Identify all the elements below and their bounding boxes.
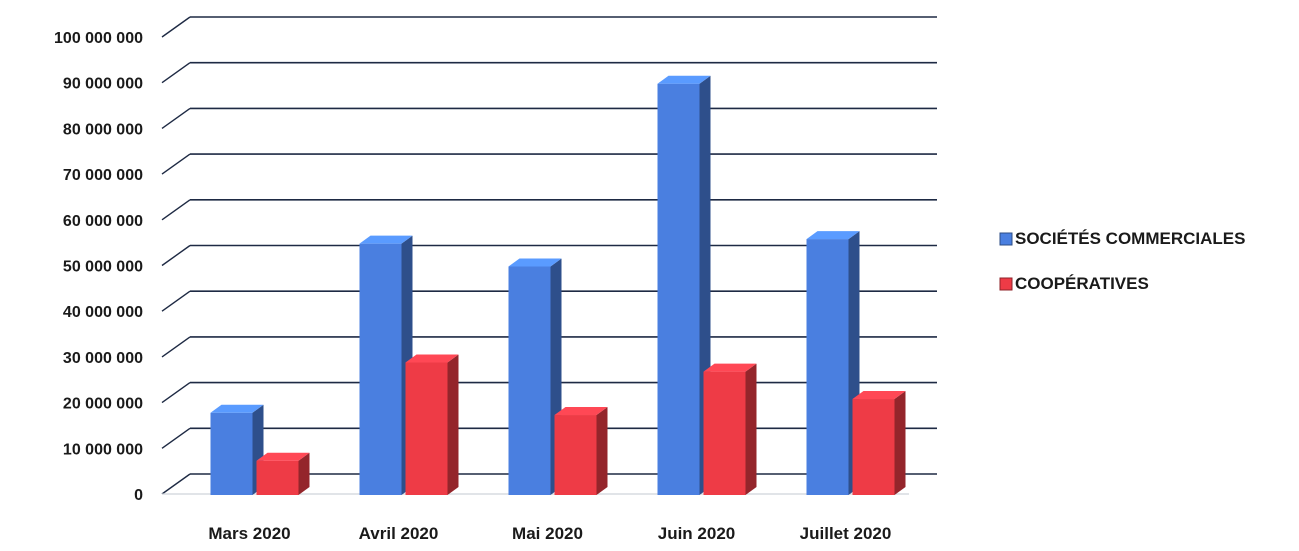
bar-front <box>256 460 299 495</box>
y-tick-label: 80 000 000 <box>63 121 143 138</box>
y-tick-label: 60 000 000 <box>63 213 143 230</box>
bar-top <box>508 258 562 267</box>
bar <box>806 231 860 495</box>
x-tick-label: Mai 2020 <box>512 524 583 543</box>
bar-front <box>359 243 402 495</box>
x-tick-label: Avril 2020 <box>359 524 439 543</box>
legend-swatch <box>999 232 1013 246</box>
bar-top <box>554 407 608 416</box>
gridline-side <box>161 62 191 84</box>
y-tick-label: 40 000 000 <box>63 304 143 321</box>
bar-front <box>405 362 448 495</box>
bar-top <box>657 75 711 84</box>
legend-swatch <box>999 277 1013 291</box>
y-tick-label: 20 000 000 <box>63 396 143 413</box>
bar <box>554 407 608 495</box>
bar <box>405 354 459 495</box>
y-tick-label: 10 000 000 <box>63 441 143 458</box>
y-tick-label: 70 000 000 <box>63 167 143 184</box>
bar-side <box>894 391 906 495</box>
bar-side <box>596 407 608 495</box>
y-tick-label: 0 <box>134 487 143 504</box>
bar-top <box>359 235 413 244</box>
gridline-side <box>161 473 191 495</box>
bar <box>256 452 310 495</box>
bar-front <box>210 412 253 495</box>
x-axis-ticks: Mars 2020 Avril 2020 Mai 2020 Juin 2020 Juil… <box>208 524 891 543</box>
gridline-side <box>161 107 191 129</box>
bar-front <box>508 266 551 495</box>
legend-label: COOPÉRATIVES <box>1015 274 1149 293</box>
x-tick-label: Juin 2020 <box>658 524 736 543</box>
bar-side <box>298 452 310 495</box>
y-tick-label: 50 000 000 <box>63 259 143 276</box>
gridline-side <box>161 382 191 404</box>
x-tick-label: Juillet 2020 <box>800 524 892 543</box>
bar-side <box>745 363 757 495</box>
gridline-side <box>161 336 191 358</box>
bar-front <box>852 399 895 495</box>
y-tick-label: 100 000 000 <box>54 30 143 47</box>
bars-layer <box>210 75 906 495</box>
bar <box>657 75 711 495</box>
bar <box>210 404 264 495</box>
legend: SOCIÉTÉS COMMERCIALES COOPÉRATIVES <box>999 229 1245 293</box>
bar-front <box>806 239 849 495</box>
bar <box>359 235 413 495</box>
y-axis-ticks: 0 10 000 000 20 000 000 30 000 000 40 000 00… <box>54 30 143 504</box>
x-tick-label: Mars 2020 <box>208 524 290 543</box>
bar-top <box>210 404 264 413</box>
gridline-side <box>161 16 191 38</box>
bar-front <box>703 371 746 495</box>
y-tick-label: 30 000 000 <box>63 350 143 367</box>
bar-side <box>447 354 459 495</box>
gridline-side <box>161 244 191 267</box>
gridline-side <box>161 199 191 221</box>
bar-top <box>852 391 906 400</box>
bar-top <box>703 363 757 372</box>
bar <box>852 391 906 495</box>
gridline-side <box>161 153 191 175</box>
legend-label: SOCIÉTÉS COMMERCIALES <box>1015 229 1245 248</box>
grid-layer <box>161 16 937 495</box>
y-tick-label: 90 000 000 <box>63 76 143 93</box>
bar <box>508 258 562 495</box>
bar-top <box>405 354 459 363</box>
bar <box>703 363 757 495</box>
bar-top <box>256 452 310 461</box>
bar-front <box>554 415 597 495</box>
bar-front <box>657 83 700 495</box>
bar-top <box>806 231 860 240</box>
gridline-side <box>161 427 191 449</box>
gridline-side <box>161 290 191 312</box>
